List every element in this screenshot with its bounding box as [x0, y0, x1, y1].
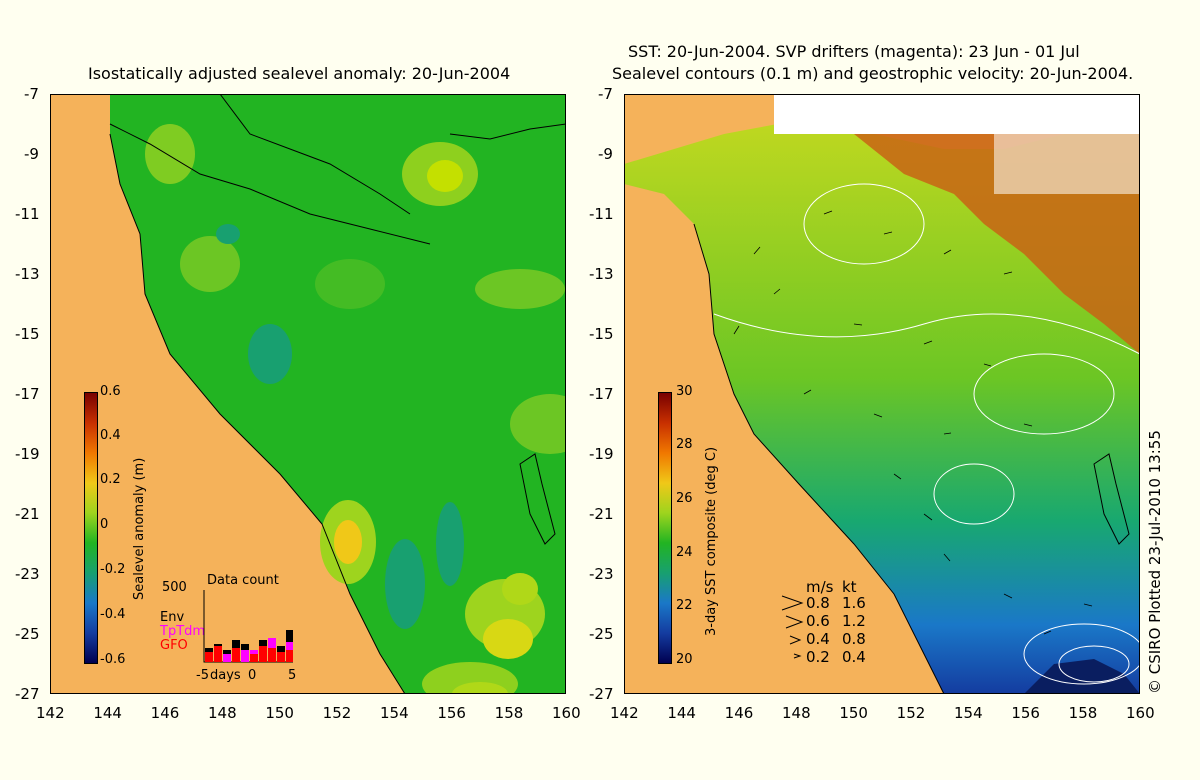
- y-tick-label: -13: [15, 265, 40, 283]
- coastline: [109, 123, 431, 694]
- x-tick-label: 148: [782, 704, 811, 722]
- y-tick-label: -19: [589, 445, 614, 463]
- y-tick-label: -15: [589, 325, 614, 343]
- legend-env: Env: [160, 610, 185, 625]
- right-colorbar: [658, 392, 672, 664]
- y-tick-label: -23: [589, 565, 614, 583]
- y-tick-label: -23: [15, 565, 40, 583]
- left-colorbar-label: Sealevel anomaly (m): [132, 457, 147, 600]
- right-map-title-line2: Sealevel contours (0.1 m) and geostrophi…: [612, 64, 1134, 83]
- velocity-key-kt: 0.4: [842, 648, 866, 666]
- y-tick-label: -11: [15, 205, 40, 223]
- x-tick-label: 152: [896, 704, 926, 722]
- y-tick-label: -15: [15, 325, 40, 343]
- y-tick-label: -19: [15, 445, 40, 463]
- velocity-key-ms: 0.2: [806, 648, 830, 666]
- png-coast: [219, 94, 411, 215]
- y-tick-label: -25: [589, 625, 614, 643]
- x-tick-label: 150: [839, 704, 868, 722]
- y-tick-label: -17: [589, 385, 614, 403]
- left-colorbar-tick: -0.4: [100, 607, 126, 622]
- x-tick-label: 144: [667, 704, 696, 722]
- x-tick-label: 156: [1011, 704, 1040, 722]
- left-colorbar-tick: -0.2: [100, 562, 126, 577]
- y-tick-label: -21: [15, 505, 40, 523]
- x-tick-label: 146: [724, 704, 754, 722]
- velocity-key-header-kt: kt: [842, 578, 857, 596]
- left-colorbar-tick: 0.4: [100, 428, 121, 443]
- island-arc: [449, 123, 566, 140]
- reef-outline: [519, 453, 556, 545]
- inset-x-label: -5: [196, 668, 209, 683]
- y-tick-label: -13: [589, 265, 614, 283]
- sst-map: [624, 94, 1140, 694]
- x-tick-label: 146: [150, 704, 180, 722]
- right-colorbar-label: 3-day SST composite (deg C): [704, 446, 719, 636]
- left-map-title: Isostatically adjusted sealevel anomaly:…: [88, 64, 511, 83]
- left-colorbar-tick: -0.6: [100, 652, 126, 667]
- inset-max-label: 500: [162, 580, 187, 595]
- velocity-key-ms: 0.8: [806, 594, 830, 612]
- sst-coastline: [693, 223, 945, 694]
- left-colorbar-tick: 0: [100, 517, 109, 532]
- credit-text: © CSIRO Plotted 23-Jul-2010 13:55: [1146, 430, 1164, 694]
- x-tick-label: 152: [322, 704, 352, 722]
- velocity-key-ms: 0.4: [806, 630, 830, 648]
- x-tick-label: 142: [610, 704, 639, 722]
- left-colorbar: [84, 392, 98, 664]
- velocity-key-kt: 1.2: [842, 612, 866, 630]
- inset-x-label: 0: [248, 668, 257, 683]
- sealevel-anomaly-map: [50, 94, 566, 694]
- x-tick-label: 158: [1068, 704, 1098, 722]
- x-tick-label: 150: [265, 704, 294, 722]
- y-tick-label: -9: [598, 145, 613, 163]
- inset-title: Data count: [207, 573, 279, 588]
- velocity-key-kt: 1.6: [842, 594, 866, 612]
- y-tick-label: -25: [15, 625, 40, 643]
- legend-tptdm: TpTdm: [160, 624, 206, 639]
- x-tick-label: 154: [380, 704, 409, 722]
- y-tick-label: -7: [24, 85, 39, 103]
- right-colorbar-tick: 30: [676, 384, 693, 399]
- sst-ocean: [624, 119, 1140, 694]
- y-tick-label: -27: [15, 685, 40, 703]
- inset-x-label: days: [210, 668, 241, 683]
- inset-x-label: 5: [288, 668, 297, 683]
- cloud-mask: [774, 94, 1140, 134]
- x-tick-label: 142: [36, 704, 65, 722]
- velocity-key-arrows: [781, 595, 804, 659]
- velocity-key-kt: 0.8: [842, 630, 866, 648]
- y-tick-label: -27: [589, 685, 614, 703]
- left-colorbar-tick: 0.2: [100, 472, 121, 487]
- sealevel-contours: [713, 183, 1140, 685]
- legend-gfo: GFO: [160, 638, 188, 653]
- right-colorbar-tick: 28: [676, 437, 693, 452]
- left-colorbar-tick: 0.6: [100, 384, 121, 399]
- y-tick-label: -11: [589, 205, 614, 223]
- x-tick-label: 160: [1126, 704, 1155, 722]
- x-tick-label: 144: [93, 704, 122, 722]
- sst-reef-outline: [1093, 453, 1130, 545]
- x-tick-label: 156: [437, 704, 466, 722]
- velocity-key-ms: 0.6: [806, 612, 830, 630]
- right-colorbar-tick: 22: [676, 598, 693, 613]
- x-tick-label: 154: [954, 704, 983, 722]
- y-tick-label: -17: [15, 385, 40, 403]
- y-tick-label: -7: [598, 85, 613, 103]
- anomaly-features: [145, 124, 566, 694]
- x-tick-label: 160: [552, 704, 581, 722]
- right-map-title-line1: SST: 20-Jun-2004. SVP drifters (magenta)…: [628, 42, 1080, 61]
- x-tick-label: 158: [494, 704, 524, 722]
- velocity-key-header-ms: m/s: [806, 578, 834, 596]
- right-colorbar-tick: 26: [676, 491, 693, 506]
- velocity-arrows: [733, 210, 1093, 635]
- histogram-bars: [205, 630, 293, 662]
- data-count-histogram: [203, 590, 293, 663]
- x-tick-label: 148: [208, 704, 237, 722]
- right-colorbar-tick: 24: [676, 545, 693, 560]
- right-colorbar-tick: 20: [676, 652, 693, 667]
- y-tick-label: -9: [24, 145, 39, 163]
- y-tick-label: -21: [589, 505, 614, 523]
- cold-eddy: [1024, 659, 1140, 694]
